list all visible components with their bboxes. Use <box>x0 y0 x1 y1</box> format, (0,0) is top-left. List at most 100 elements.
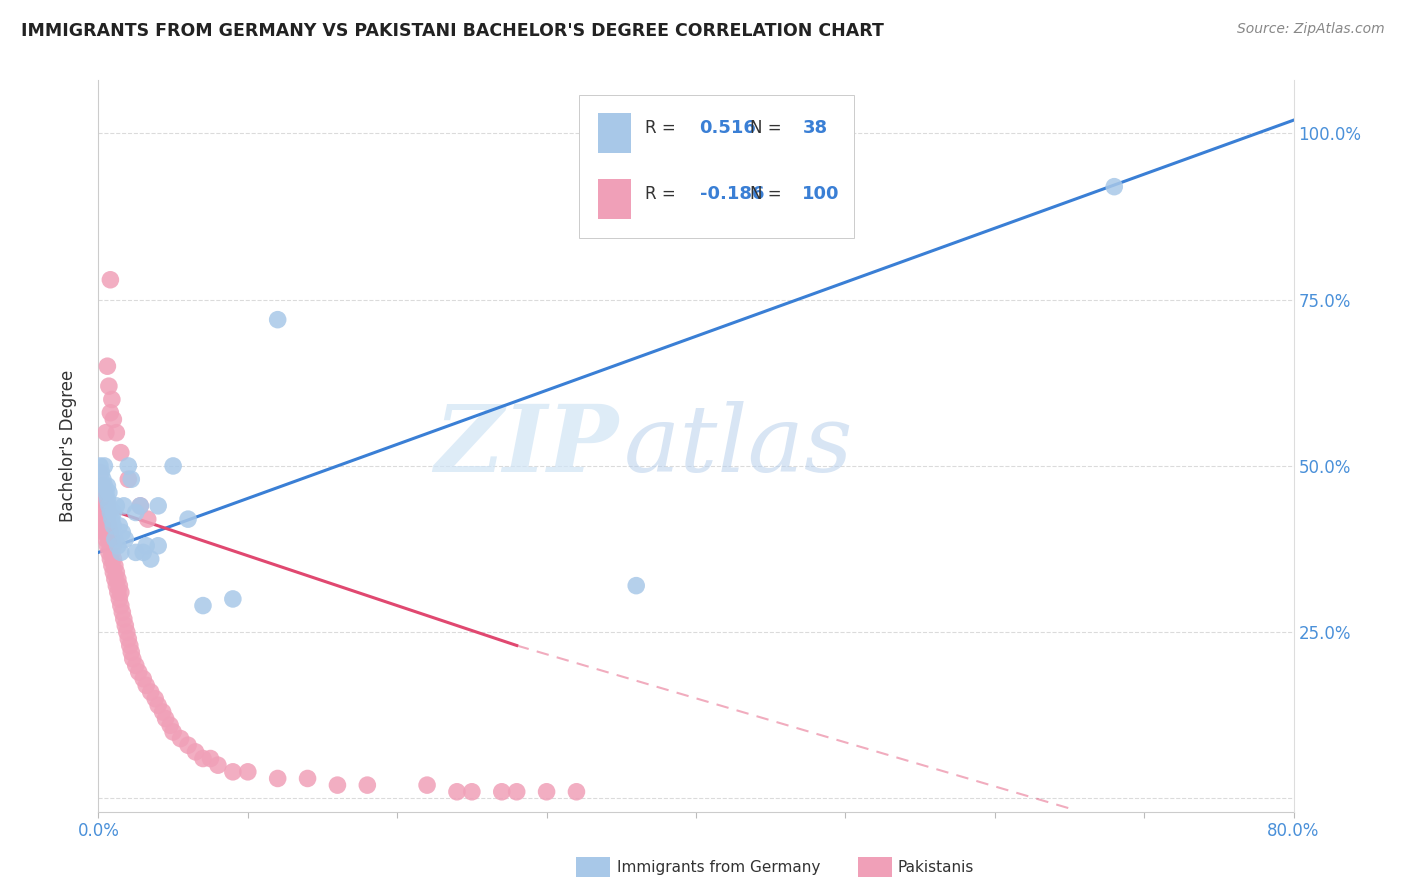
Point <box>97 518 120 533</box>
Text: Source: ZipAtlas.com: Source: ZipAtlas.com <box>1237 22 1385 37</box>
Point <box>297 772 319 786</box>
Point <box>103 552 125 566</box>
Point <box>96 539 118 553</box>
Point <box>112 612 135 626</box>
Point <box>148 698 170 713</box>
Point <box>96 479 118 493</box>
Point <box>110 585 132 599</box>
Point <box>110 545 132 559</box>
Point <box>101 558 124 573</box>
Text: Immigrants from Germany: Immigrants from Germany <box>617 860 820 874</box>
Point <box>111 605 134 619</box>
Point <box>114 532 136 546</box>
Text: -0.186: -0.186 <box>700 185 763 202</box>
Point <box>148 539 170 553</box>
Text: atlas: atlas <box>624 401 853 491</box>
Point <box>536 785 558 799</box>
Point <box>89 479 111 493</box>
Point <box>98 525 122 540</box>
Point <box>96 492 118 507</box>
Point <box>110 445 132 459</box>
Point <box>177 738 200 752</box>
Point <box>104 572 127 586</box>
Point <box>125 658 148 673</box>
Point <box>105 566 128 580</box>
Point <box>129 499 152 513</box>
Point <box>89 458 111 473</box>
Point <box>191 751 214 765</box>
Point <box>191 599 214 613</box>
Point <box>97 532 120 546</box>
Point <box>96 359 118 374</box>
Text: ZIP: ZIP <box>434 401 619 491</box>
Point <box>96 499 118 513</box>
Point <box>97 485 120 500</box>
Point <box>94 492 117 507</box>
Point <box>152 705 174 719</box>
Point <box>97 506 120 520</box>
Point <box>128 665 150 679</box>
Point <box>93 512 115 526</box>
Point <box>110 599 132 613</box>
Point <box>236 764 259 779</box>
Text: Pakistanis: Pakistanis <box>898 860 974 874</box>
Point <box>120 472 142 486</box>
Point <box>491 785 513 799</box>
Point <box>115 625 138 640</box>
Point <box>207 758 229 772</box>
Point <box>87 485 110 500</box>
Point <box>93 479 115 493</box>
Point <box>117 458 139 473</box>
Point <box>148 499 170 513</box>
Text: 38: 38 <box>803 119 828 137</box>
Point <box>267 772 290 786</box>
Point <box>200 751 222 765</box>
Point <box>169 731 191 746</box>
Point <box>267 312 290 326</box>
Point <box>135 678 157 692</box>
Point <box>143 691 166 706</box>
Point <box>93 485 115 500</box>
Point <box>565 785 588 799</box>
Point <box>114 618 136 632</box>
Point <box>356 778 378 792</box>
Point <box>101 545 124 559</box>
Point <box>94 485 117 500</box>
Point <box>108 518 131 533</box>
Point <box>90 466 112 480</box>
Point <box>1104 179 1126 194</box>
Point <box>94 506 117 520</box>
Point <box>97 499 120 513</box>
Point <box>98 406 122 420</box>
Point <box>120 645 142 659</box>
FancyBboxPatch shape <box>598 179 631 219</box>
Point <box>112 499 135 513</box>
Text: N =: N = <box>749 185 786 202</box>
Point <box>162 725 184 739</box>
Point <box>93 458 115 473</box>
Point <box>105 499 128 513</box>
Point <box>96 512 118 526</box>
Point <box>90 512 112 526</box>
Point <box>326 778 349 792</box>
Point <box>416 778 439 792</box>
Point <box>105 425 128 440</box>
Point <box>94 425 117 440</box>
Point <box>91 492 114 507</box>
FancyBboxPatch shape <box>598 113 631 153</box>
Point <box>89 518 111 533</box>
Point <box>222 764 245 779</box>
Point <box>162 458 184 473</box>
Point <box>94 518 117 533</box>
Point <box>103 518 125 533</box>
Point <box>97 545 120 559</box>
Point <box>107 585 129 599</box>
Point <box>91 506 114 520</box>
FancyBboxPatch shape <box>579 95 853 237</box>
Point <box>177 512 200 526</box>
Point <box>98 506 122 520</box>
Point <box>626 579 648 593</box>
Point <box>90 499 112 513</box>
Text: R =: R = <box>644 185 681 202</box>
Point <box>139 685 162 699</box>
